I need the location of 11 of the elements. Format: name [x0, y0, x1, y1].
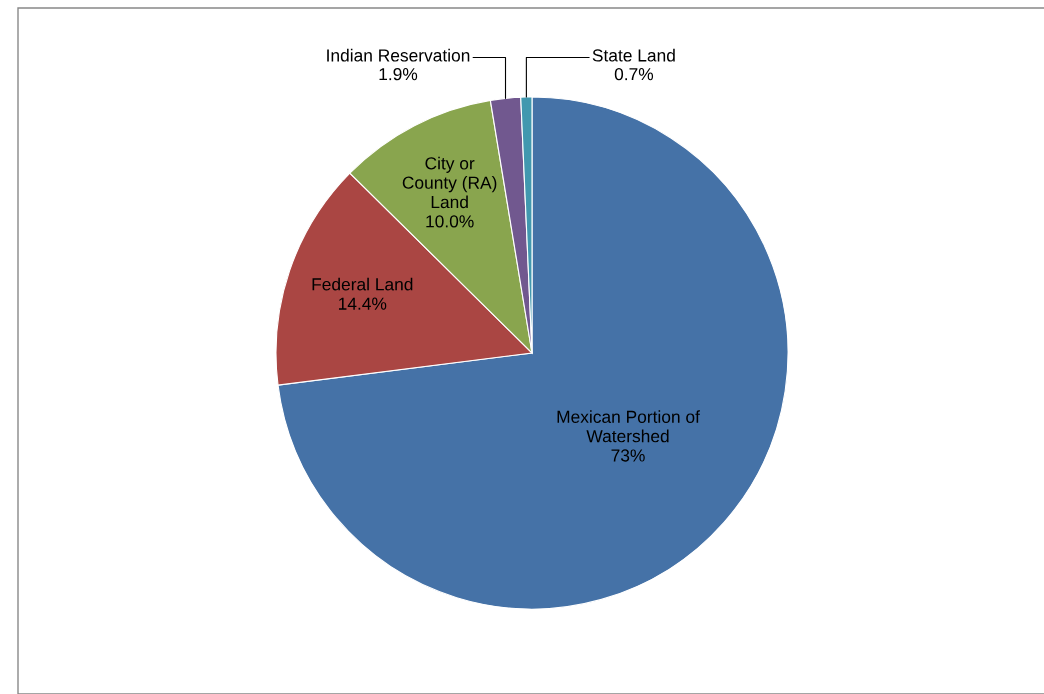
- slice-label: Federal Land: [312, 277, 413, 291]
- data-label: 73%: [611, 449, 645, 462]
- slice-label: Indian Reservation: [327, 48, 470, 62]
- data-label: 1.9%: [379, 68, 418, 81]
- data-label: 14.4%: [338, 297, 387, 310]
- slice-label: Mexican Portion of Watershed: [557, 410, 700, 443]
- data-label: 10.0%: [426, 215, 474, 228]
- pie-slice: [277, 96, 789, 610]
- slice-label: City or County (RA) Land: [402, 156, 497, 209]
- data-label: 0.7%: [614, 68, 654, 81]
- slice-label: State Land: [592, 48, 675, 62]
